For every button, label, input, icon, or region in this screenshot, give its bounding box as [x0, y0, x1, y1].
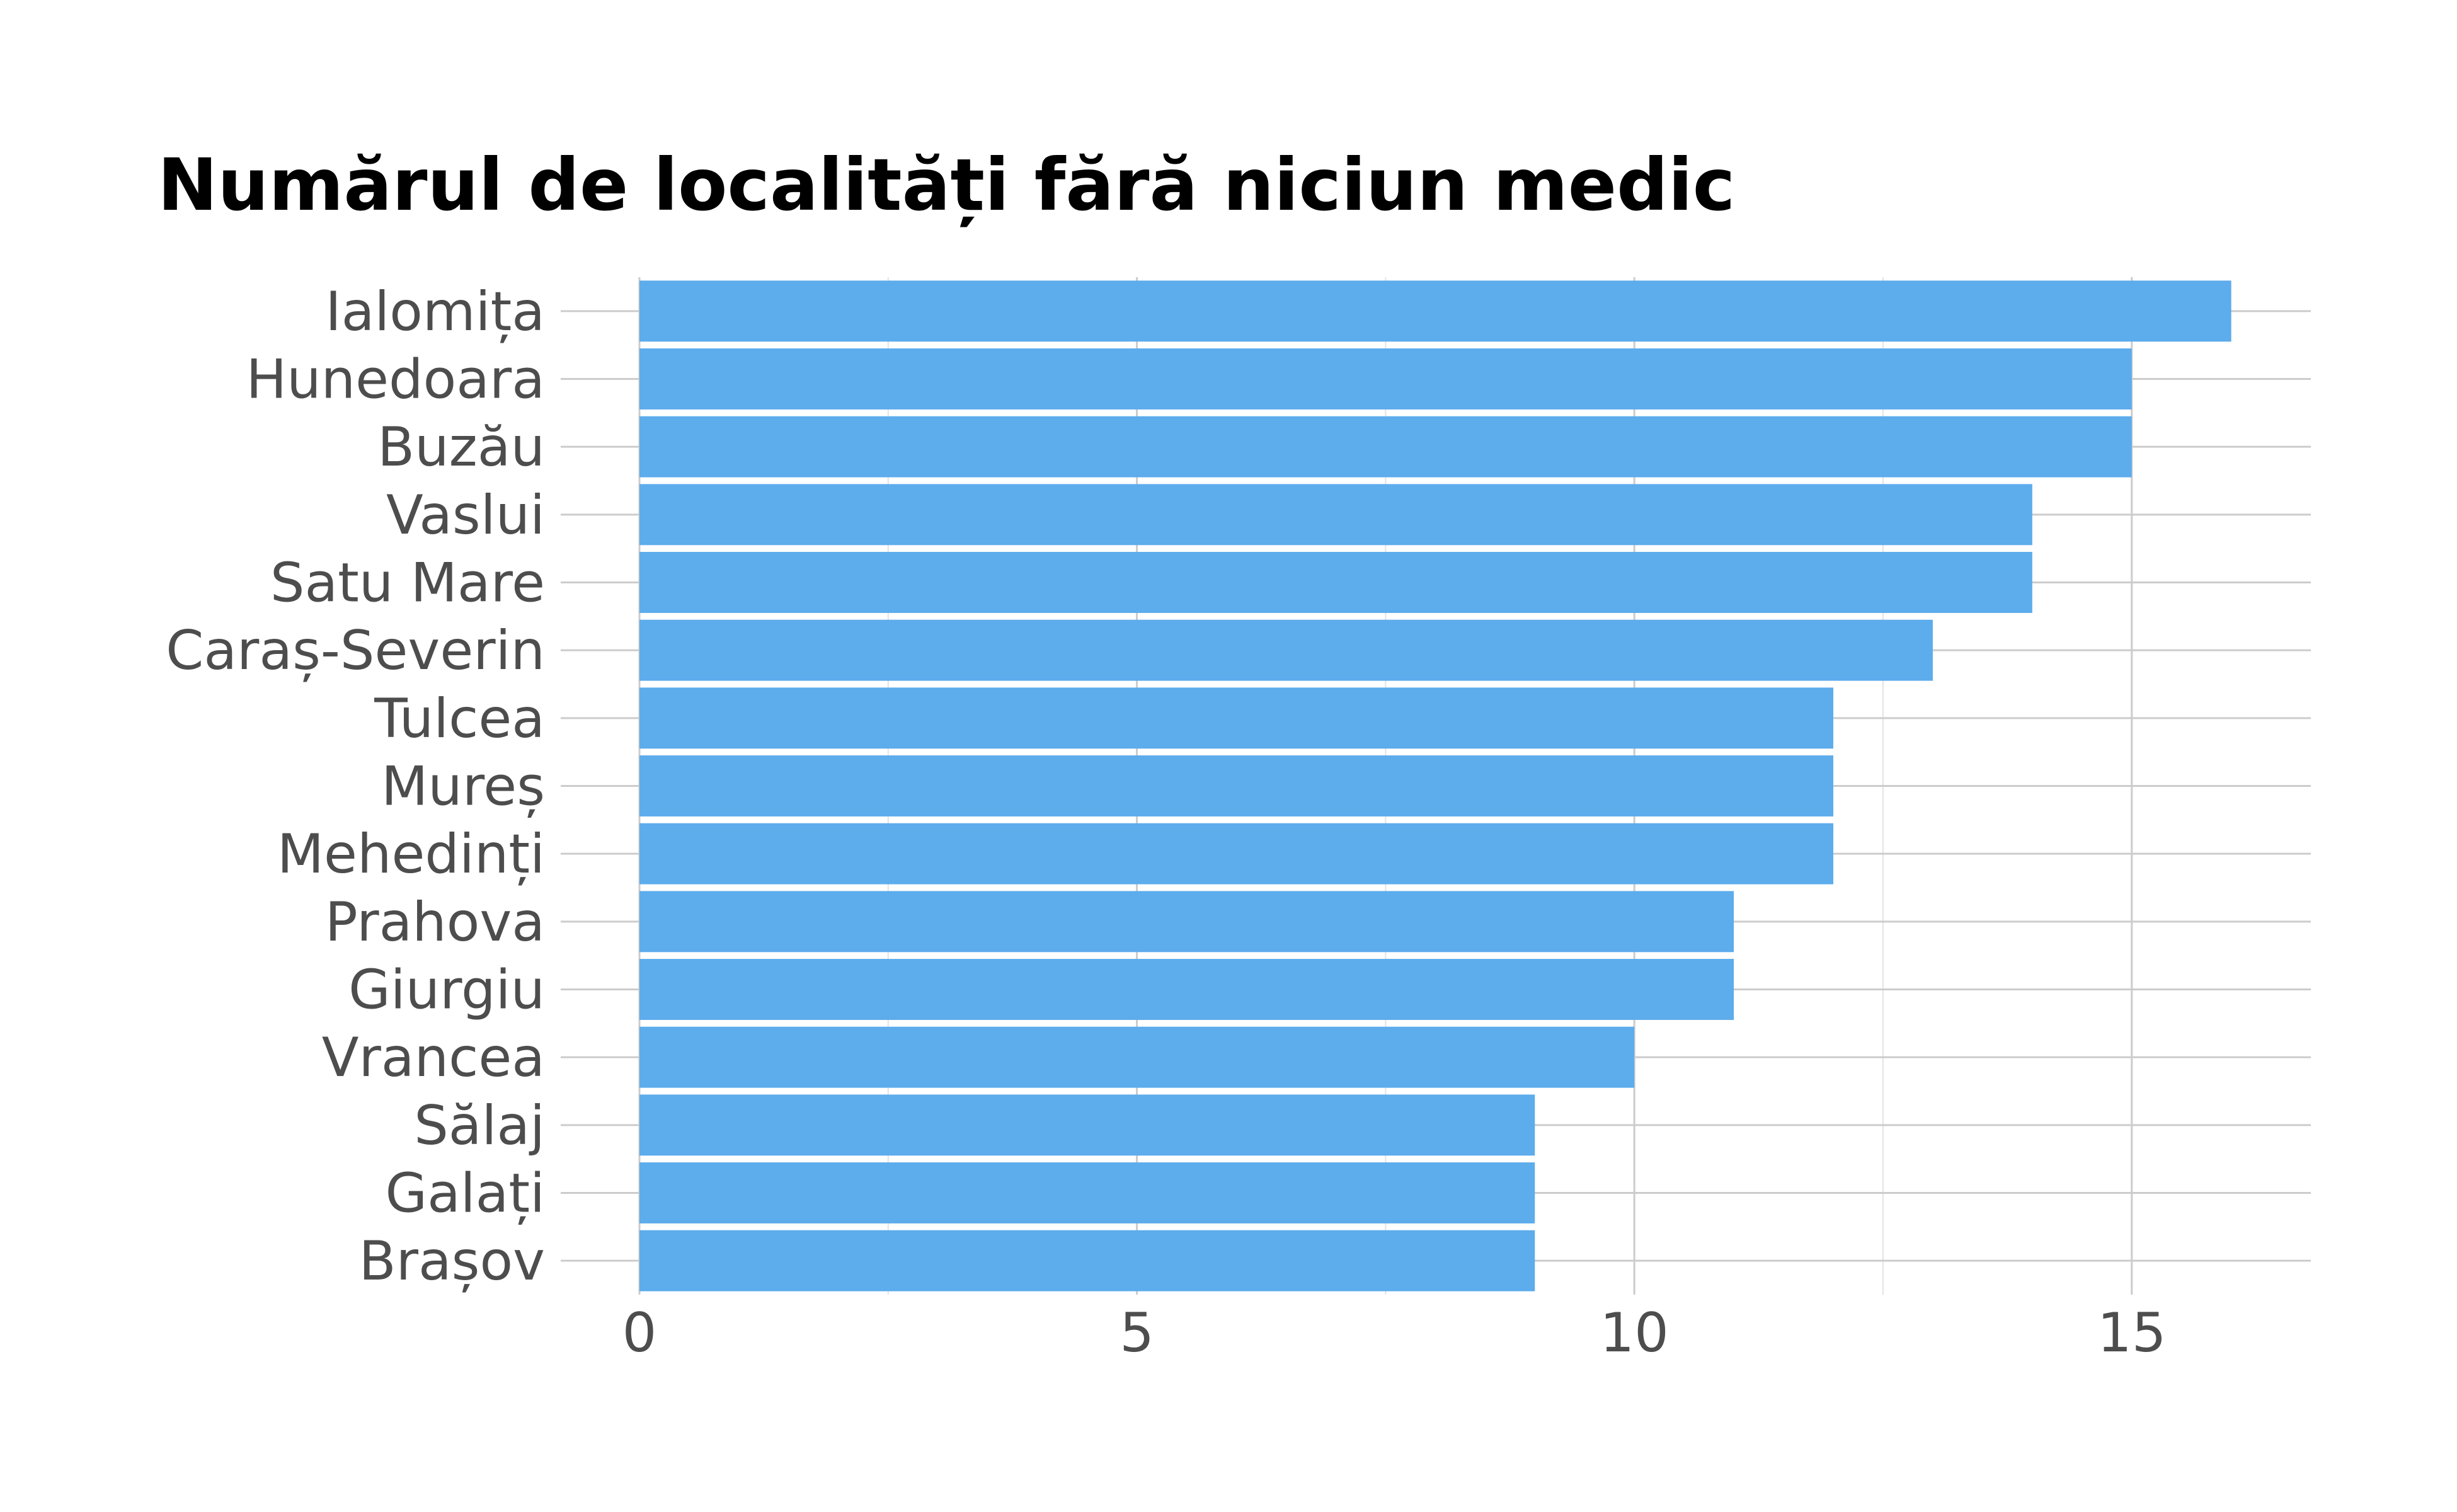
- bar: [639, 891, 1734, 953]
- category-label: Satu Mare: [270, 552, 545, 615]
- bar: [639, 484, 2032, 546]
- bar: [639, 959, 1734, 1020]
- bar: [639, 416, 2132, 478]
- x-tick-label: 0: [622, 1302, 657, 1365]
- category-label: Sălaj: [414, 1094, 545, 1157]
- bar: [639, 755, 1833, 816]
- category-label: Brașov: [359, 1230, 545, 1293]
- bar: [639, 280, 2231, 342]
- category-label: Vrancea: [322, 1026, 545, 1089]
- category-label: Mureș: [381, 755, 545, 818]
- category-label: Prahova: [325, 891, 545, 954]
- bar: [639, 1094, 1535, 1156]
- bar: [639, 1026, 1635, 1088]
- category-label: Hunedoara: [246, 348, 545, 411]
- bar: [639, 552, 2032, 613]
- category-label: Vaslui: [386, 484, 545, 547]
- bar: [639, 823, 1833, 885]
- bar-layer: [639, 280, 2231, 1292]
- bar: [639, 1162, 1535, 1223]
- bar: [639, 1230, 1535, 1292]
- category-label: Caraș-Severin: [166, 619, 545, 682]
- x-tick-labels: 0 5 10 15: [622, 1302, 2167, 1365]
- category-label: Mehedinți: [277, 823, 545, 886]
- bar: [639, 619, 1933, 681]
- bar: [639, 687, 1833, 749]
- x-tick-label: 15: [2097, 1302, 2166, 1365]
- x-tick-label: 5: [1120, 1302, 1154, 1365]
- chart-title: Numărul de localități fără niciun medic: [158, 143, 1735, 227]
- bar: [639, 348, 2132, 410]
- category-label: Ialomița: [325, 280, 545, 343]
- category-label: Tulcea: [374, 687, 545, 750]
- x-tick-label: 10: [1600, 1302, 1668, 1365]
- category-label: Galați: [385, 1162, 545, 1225]
- category-label: Buzău: [377, 416, 545, 479]
- category-label: Giurgiu: [348, 959, 545, 1022]
